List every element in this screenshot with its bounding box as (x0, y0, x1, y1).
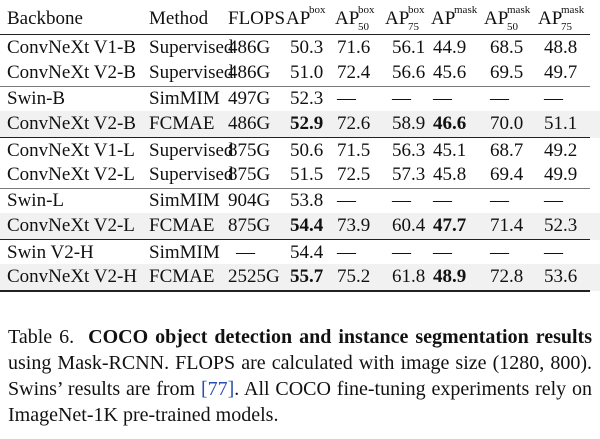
table-row: ConvNeXt V1-B Supervised 486G 50.3 71.6 … (7, 37, 578, 58)
header-ap75-mask: AP mask 75 (538, 4, 585, 33)
citation-link[interactable]: [77] (200, 378, 235, 400)
header-ap-box: AP box (286, 4, 326, 29)
caption-text-b: . All COCO fine-tuning experiments rely … (8, 378, 592, 426)
header-ap-mask: AP mask (431, 4, 478, 29)
header-ap50-box: AP box 50 (335, 4, 375, 33)
header-flops: FLOPS (228, 8, 286, 29)
table-row: ConvNeXt V1-L Supervised 875G 50.6 71.5 … (7, 140, 578, 161)
table-header-row: Backbone Method FLOPS AP box AP box 50 AP bo… (0, 0, 600, 36)
table-row: Swin V2-H SimMIM — 54.4 — — — — — (7, 242, 563, 263)
caption-title: COCO object detection and instance segme… (88, 326, 592, 348)
row-rule (0, 86, 590, 87)
header-backbone: Backbone (7, 8, 83, 29)
table-row: ConvNeXt V2-L Supervised 875G 51.5 72.5 … (7, 164, 578, 185)
header-ap50-mask: AP mask 50 (484, 4, 531, 33)
table-row-highlight: ConvNeXt V2-B FCMAE 486G 52.9 72.6 58.9 … (0, 111, 600, 138)
caption-label: Table 6. (8, 326, 75, 348)
caption-text-a: using Mask-RCNN. FLOPS are calculated wi… (8, 352, 592, 400)
table-row: Swin-L SimMIM 904G 53.8 — — — — — (7, 190, 563, 211)
table-row: ConvNeXt V2-B Supervised 486G 51.0 72.4 … (7, 62, 578, 83)
header-method: Method (149, 8, 209, 29)
header-rule (0, 34, 590, 35)
table-row-highlight: ConvNeXt V2-L FCMAE 875G 54.4 73.9 60.4 … (0, 213, 600, 240)
row-rule (0, 188, 590, 189)
table-row-highlight: ConvNeXt V2-H FCMAE 2525G 55.7 75.2 61.8… (0, 264, 600, 291)
table-row: Swin-B SimMIM 497G 52.3 — — — — — (7, 88, 563, 109)
bottom-rule (0, 290, 590, 292)
header-ap75-box: AP box 75 (385, 4, 425, 33)
group-rule (0, 137, 590, 138)
group-rule (0, 239, 590, 240)
table-caption: Table 6. COCO object detection and insta… (8, 324, 592, 428)
